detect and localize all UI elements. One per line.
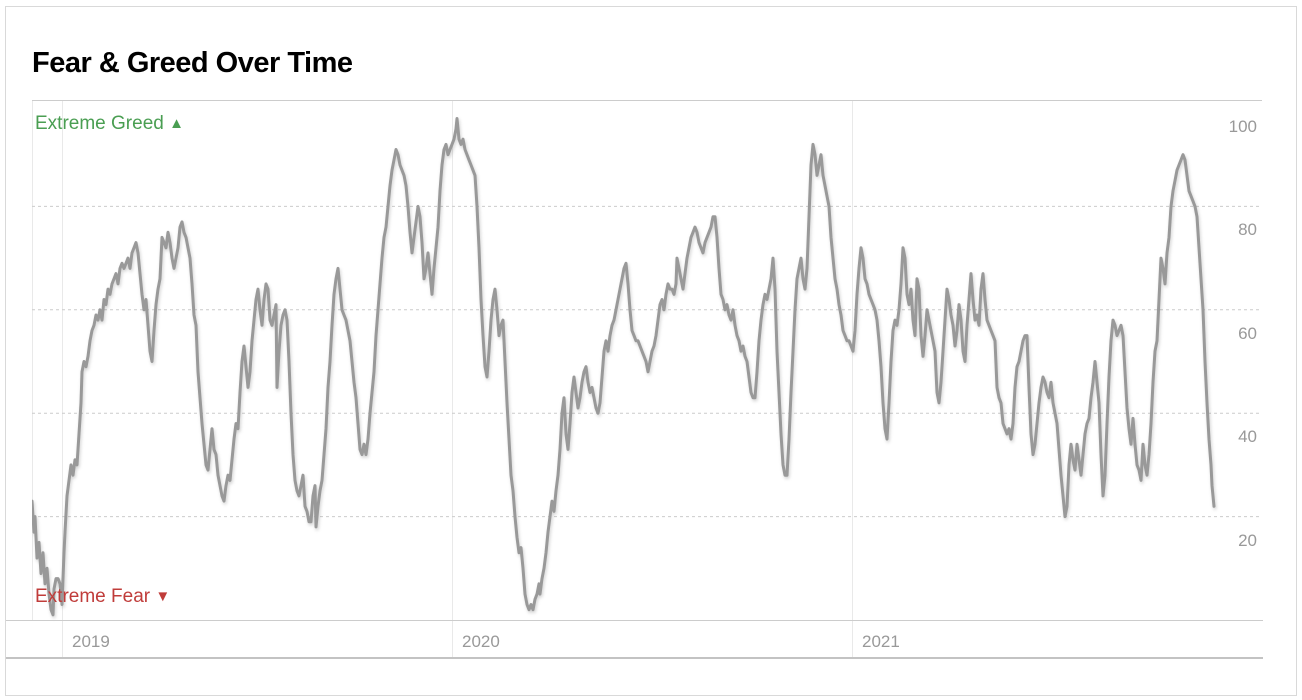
y-axis-label-100: 100 — [1228, 117, 1257, 136]
down-triangle-icon: ▼ — [155, 588, 171, 605]
x-axis-label-2021: 2021 — [862, 632, 900, 651]
y-axis-label-40: 40 — [1238, 427, 1257, 447]
x-axis-bottom-border — [6, 657, 1263, 659]
page-title: Fear & Greed Over Time — [32, 47, 353, 79]
up-triangle-icon: ▲ — [169, 115, 184, 132]
x-axis-label-2019: 2019 — [72, 632, 110, 651]
extreme-greed-text: Extreme Greed — [35, 113, 164, 134]
y-axis-label-60: 60 — [1238, 323, 1257, 343]
fear-greed-line-chart[interactable] — [32, 100, 1262, 660]
x-axis-label-2020: 2020 — [462, 632, 500, 651]
extreme-fear-text: Extreme Fear — [35, 586, 151, 607]
fear-greed-card: Fear & Greed Over Time Extreme Greed ▲ E… — [5, 6, 1297, 696]
extreme-greed-label: Extreme Greed ▲ — [35, 113, 184, 135]
y-axis-label-80: 80 — [1238, 220, 1257, 240]
x-axis-line — [6, 620, 1263, 621]
extreme-fear-label: Extreme Fear ▼ — [35, 586, 170, 608]
fear-greed-series-line[interactable] — [32, 117, 1216, 617]
y-axis-label-20: 20 — [1238, 530, 1257, 550]
